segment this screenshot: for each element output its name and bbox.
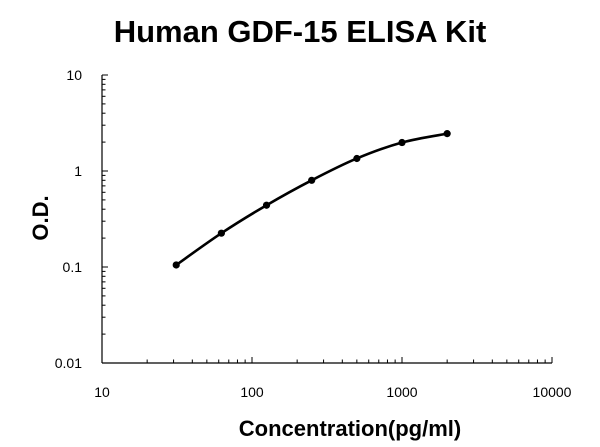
data-point [353,154,361,163]
x-tick-label: 10 [94,384,110,400]
data-point [217,229,225,237]
x-axis-label: Concentration(pg/ml) [238,416,462,441]
series-layer [172,130,451,269]
tick-marks [101,74,553,364]
y-tick-label: 1 [74,163,82,179]
y-axis-label: O.D. [28,195,53,241]
y-tick-label: 0.01 [55,355,82,371]
axes [101,75,552,364]
y-tick-label: 0.1 [63,259,83,275]
data-point [443,130,451,138]
x-tick-label: 10000 [533,384,572,400]
data-point [172,261,180,269]
data-point [398,138,406,147]
series-line [175,132,448,267]
tick-labels: 10 100 1000 10000 0.01 0.1 1 10 [55,67,572,400]
x-tick-label: 1000 [386,384,417,400]
x-tick-label: 100 [240,384,264,400]
y-tick-label: 10 [66,67,82,83]
data-point [308,176,316,184]
data-point [262,201,271,209]
chart-title: Human GDF-15 ELISA Kit [113,14,487,49]
